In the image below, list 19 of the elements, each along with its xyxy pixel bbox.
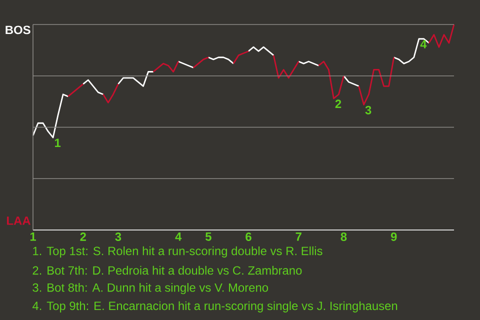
text: BOS bbox=[6, 26, 30, 34]
annotation: 2 bbox=[335, 100, 342, 108]
x-tick-label: 6 bbox=[246, 232, 252, 241]
x-tick-label: 2 bbox=[80, 232, 86, 241]
x-tick-label: 4 bbox=[175, 232, 182, 241]
text: 3. Bot 8th: A. Dunn hit a single vs V. Moreno bbox=[32, 283, 268, 294]
annotation: 3 bbox=[365, 106, 372, 114]
x-tick-label: 8 bbox=[340, 232, 347, 241]
annotation: 1 bbox=[54, 138, 61, 147]
text: 2. Bot 7th: D. Pedroia hit a double vs C. Zambrano bbox=[32, 266, 302, 275]
text: 1. Top 1st: S. Rolen hit a run-scoring double vs R. Ellis bbox=[33, 246, 322, 258]
text: LAA bbox=[7, 216, 30, 225]
x-tick-label: 7 bbox=[296, 232, 302, 241]
x-tick-label: 1 bbox=[30, 232, 36, 241]
text: 4. Top 9th: E. Encarnacion hit a run-scoring single vs J. Isringhausen bbox=[32, 301, 398, 312]
x-tick-label: 3 bbox=[115, 232, 122, 242]
x-tick-label: 9 bbox=[390, 232, 397, 241]
x-tick-label: 5 bbox=[205, 232, 212, 241]
annotation: 4 bbox=[420, 40, 427, 48]
